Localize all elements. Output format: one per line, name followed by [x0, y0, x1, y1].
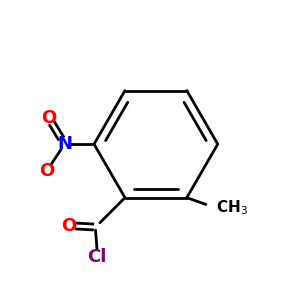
- Text: O: O: [39, 162, 55, 180]
- Text: N: N: [57, 135, 72, 153]
- Text: O: O: [61, 217, 77, 235]
- Text: CH$_3$: CH$_3$: [216, 199, 248, 217]
- Text: O: O: [41, 109, 56, 127]
- Text: Cl: Cl: [87, 248, 107, 266]
